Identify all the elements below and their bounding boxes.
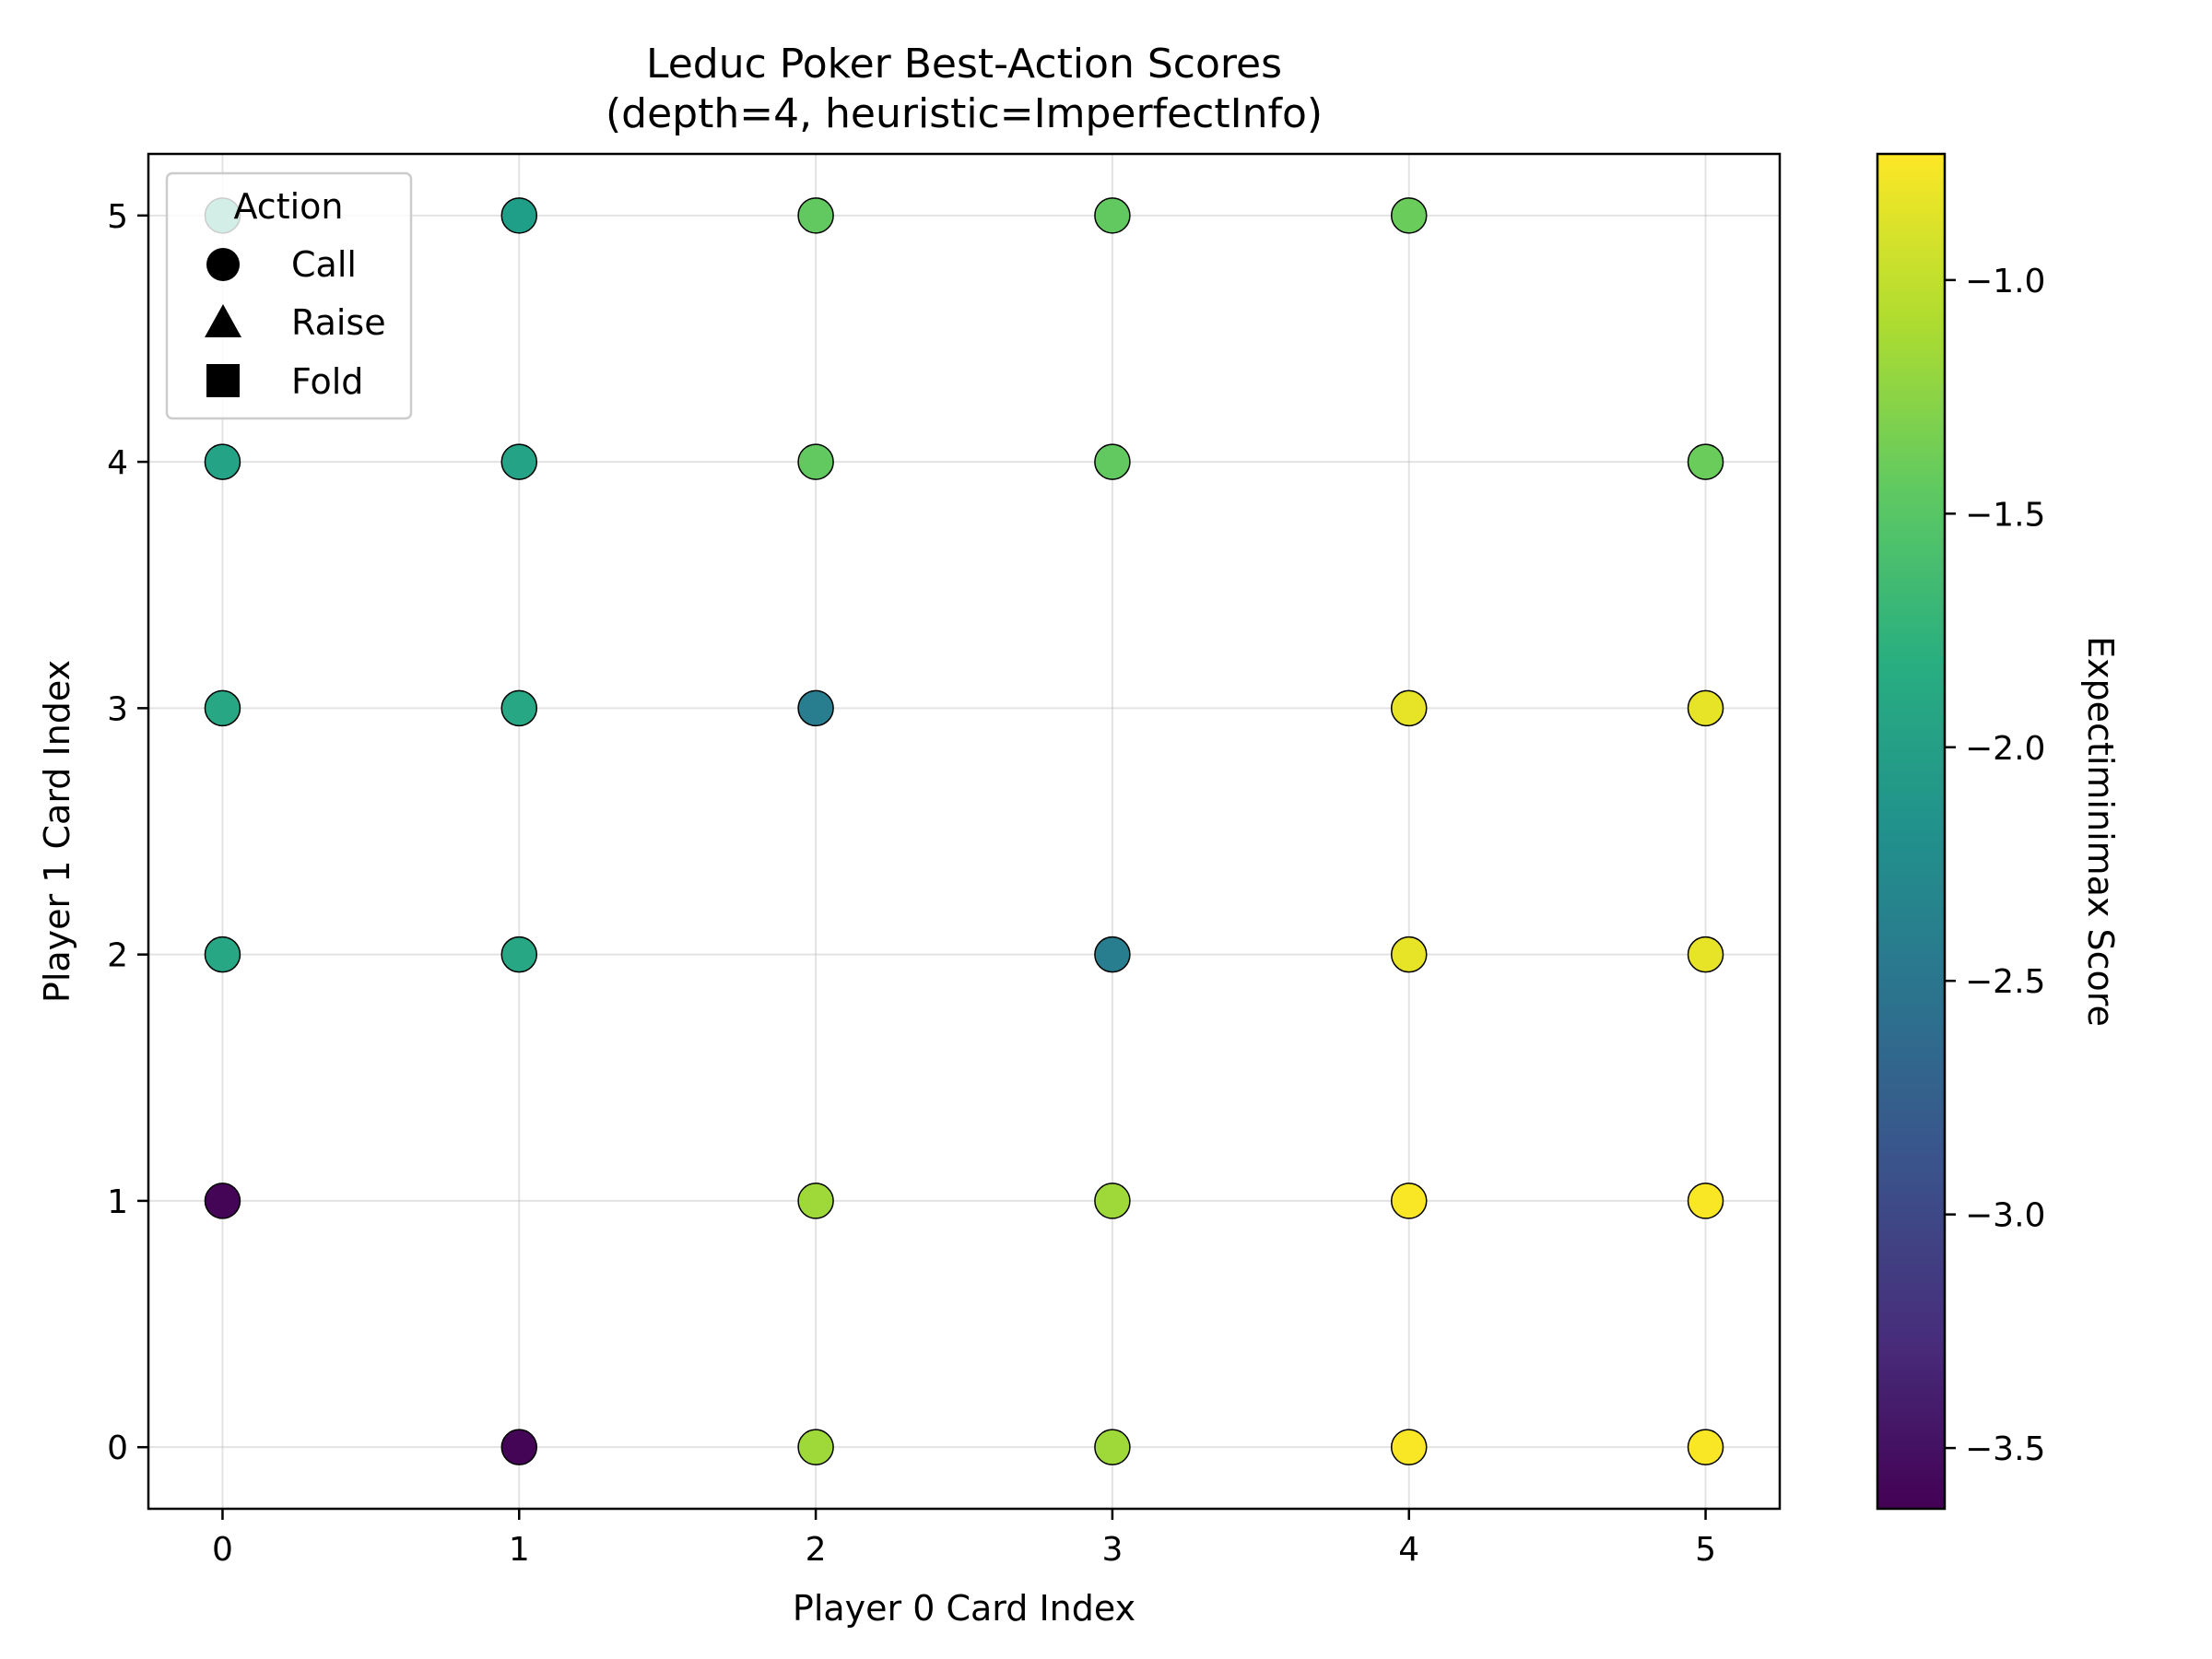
y-tick-label: 2 (107, 937, 128, 975)
data-point (500, 935, 538, 973)
data-point (797, 1182, 834, 1219)
legend-box (165, 171, 413, 420)
x-tick-label: 5 (1695, 1531, 1716, 1569)
data-point (1390, 1429, 1428, 1465)
data-point (1687, 443, 1724, 480)
y-tick-label: 0 (107, 1430, 128, 1467)
plot-frame (147, 152, 1782, 1511)
legend: Action Call Raise Fold (165, 171, 413, 420)
data-point (204, 1182, 241, 1219)
data-point (1094, 1429, 1131, 1465)
data-point (1687, 1182, 1724, 1219)
y-tick-label: 4 (107, 444, 128, 482)
legend-marker-call (206, 248, 240, 281)
legend-title: Action (233, 186, 343, 227)
grid (148, 154, 1780, 1509)
chart-subtitle: (depth=4, heuristic=ImperfectInfo) (606, 90, 1323, 137)
colorbar-tick-label: −2.5 (1965, 963, 2045, 1001)
data-point (797, 689, 834, 727)
colorbar-tick-label: −3.0 (1965, 1197, 2045, 1235)
y-tick-label: 5 (107, 198, 128, 236)
data-point (1390, 197, 1428, 234)
data-point (500, 1429, 538, 1465)
data-point (1390, 935, 1428, 973)
data-point (1094, 197, 1131, 234)
x-tick-label: 3 (1101, 1531, 1123, 1569)
y-axis-label: Player 1 Card Index (37, 660, 77, 1003)
x-tick-label: 0 (212, 1531, 233, 1569)
x-tick-label: 4 (1398, 1531, 1419, 1569)
data-point (204, 689, 241, 727)
legend-label-call: Call (291, 244, 357, 285)
data-point (1094, 443, 1131, 480)
y-tick-label: 3 (107, 690, 128, 728)
legend-label-fold: Fold (291, 361, 363, 402)
x-tick-label: 1 (509, 1531, 530, 1569)
data-point (1094, 1182, 1131, 1219)
colorbar-tick-label: −2.0 (1965, 730, 2045, 768)
y-axis-ticks: 0 1 2 3 4 5 (107, 198, 148, 1467)
chart-title: Leduc Poker Best-Action Scores (646, 41, 1282, 88)
x-axis-label: Player 0 Card Index (793, 1588, 1135, 1629)
data-point (500, 443, 538, 480)
colorbar-tick-label: −1.5 (1965, 496, 2045, 534)
colorbar-ticks: −3.5 −3.0 −2.5 −2.0 −1.5 −1.0 (1945, 263, 2045, 1468)
data-point (1687, 1429, 1724, 1465)
data-point (204, 935, 241, 973)
data-point (1094, 935, 1131, 973)
y-tick-label: 1 (107, 1183, 128, 1221)
data-point (797, 443, 834, 480)
legend-label-raise: Raise (291, 302, 386, 343)
colorbar: −3.5 −3.0 −2.5 −2.0 −1.5 −1.0 Expectiminimax … (1876, 152, 2121, 1511)
data-point (797, 1429, 834, 1465)
x-tick-label: 2 (806, 1531, 827, 1569)
data-point (1687, 689, 1724, 727)
colorbar-label: Expectiminimax Score (2080, 636, 2121, 1027)
data-point (1687, 935, 1724, 973)
colorbar-tick-label: −1.0 (1965, 263, 2045, 300)
data-point (797, 197, 834, 234)
colorbar-tick-label: −3.5 (1965, 1430, 2045, 1468)
data-point (500, 197, 538, 234)
legend-marker-raise (205, 304, 241, 337)
x-axis-ticks: 0 1 2 3 4 5 (212, 1509, 1716, 1569)
colorbar-gradient (1876, 152, 1947, 1511)
data-point (204, 443, 241, 480)
data-points (204, 197, 1724, 1465)
data-point (500, 689, 538, 727)
data-point (1390, 1182, 1428, 1219)
data-point (1390, 689, 1428, 727)
legend-marker-fold (206, 364, 240, 397)
